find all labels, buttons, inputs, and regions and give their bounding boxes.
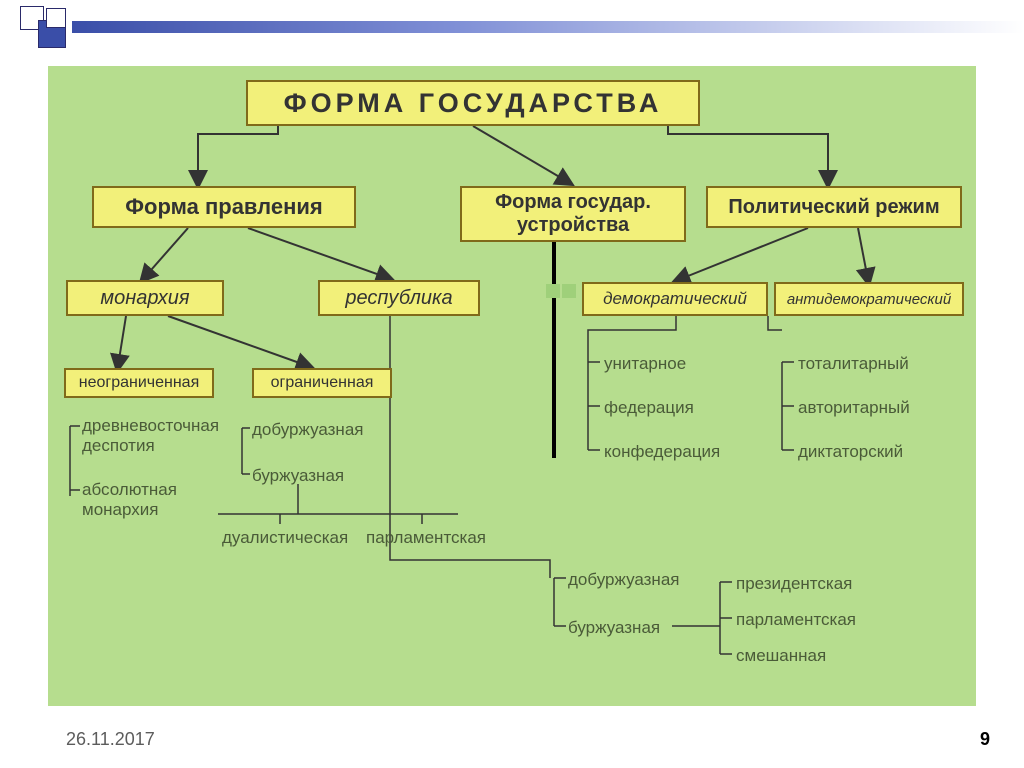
- slide-root: ФОРМА ГОСУДАРСТВА Форма правления Форма го…: [0, 0, 1024, 768]
- leaf-dobur2: добуржуазная: [568, 570, 679, 590]
- footer-date: 26.11.2017: [66, 729, 155, 750]
- leaf-total: тоталитарный: [798, 354, 909, 374]
- leaf-bur1: буржуазная: [252, 466, 344, 486]
- leaf-dobur1: добуржуазная: [252, 420, 363, 440]
- leaf-parl2: парламентская: [736, 610, 856, 630]
- leaf-bur2: буржуазная: [568, 618, 660, 638]
- node-root: ФОРМА ГОСУДАРСТВА: [246, 80, 700, 126]
- leaf-confed: конфедерация: [604, 442, 720, 462]
- node-pravl: Форма правления: [92, 186, 356, 228]
- diagram-panel: ФОРМА ГОСУДАРСТВА Форма правления Форма го…: [48, 66, 976, 706]
- leaf-mixed: смешанная: [736, 646, 826, 666]
- node-regime: Политический режим: [706, 186, 962, 228]
- decor-square-3: [46, 8, 66, 28]
- node-demo: демократический: [582, 282, 768, 316]
- node-antidemo: антидемократический: [774, 282, 964, 316]
- leaf-despotia: древневосточнаядеспотия: [82, 416, 219, 456]
- gradient-bar: [72, 21, 1024, 33]
- node-monarchy: монархия: [66, 280, 224, 316]
- node-ustr: Форма государ.устройства: [460, 186, 686, 242]
- decor-rect-0: [546, 284, 560, 298]
- leaf-absmon: абсолютнаямонархия: [82, 480, 177, 520]
- node-republic: республика: [318, 280, 480, 316]
- top-gradient-decor: [0, 0, 1024, 42]
- leaf-feder: федерация: [604, 398, 694, 418]
- leaf-author: авторитарный: [798, 398, 910, 418]
- node-limited: ограниченная: [252, 368, 392, 398]
- leaf-dual: дуалистическая: [222, 528, 348, 548]
- leaf-presid: президентская: [736, 574, 852, 594]
- leaf-dictator: диктаторский: [798, 442, 903, 462]
- leaf-parl1: парламентская: [366, 528, 486, 548]
- leaf-unitary: унитарное: [604, 354, 686, 374]
- node-unlimited: неограниченная: [64, 368, 214, 398]
- decor-rect-1: [562, 284, 576, 298]
- footer-page-number: 9: [980, 729, 990, 750]
